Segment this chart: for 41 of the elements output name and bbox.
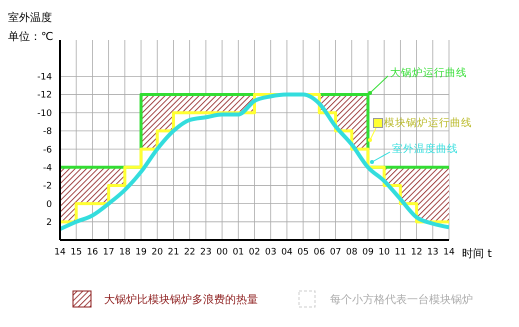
y-tick-label: -14 <box>37 72 52 83</box>
x-tick-label: 02 <box>248 247 260 258</box>
x-tick-label: 03 <box>264 247 276 258</box>
x-tick-label: 15 <box>70 247 82 258</box>
x-tick-label: 11 <box>394 247 406 258</box>
x-tick-label: 19 <box>135 247 148 258</box>
y-tick-label: 0 <box>46 200 52 210</box>
text: 大锅炉运行曲线 <box>390 66 467 80</box>
x-tick-label: 17 <box>102 247 114 258</box>
x-tick-label: 14 <box>443 247 455 258</box>
y-tick-label: -4 <box>43 163 52 174</box>
x-tick-label: 05 <box>297 247 309 258</box>
x-tick-label: 08 <box>346 247 358 258</box>
y-tick-label: -8 <box>43 127 52 138</box>
x-axis-title: 时间 t <box>462 246 492 261</box>
x-tick-label: 16 <box>86 247 98 258</box>
x-tick-label: 09 <box>362 247 374 258</box>
y-tick-label: -12 <box>37 90 52 101</box>
x-tick-label: 01 <box>232 247 244 258</box>
x-tick-label: 23 <box>200 247 212 258</box>
text: 大锅炉比模块锅炉多浪费的热量 <box>104 292 258 306</box>
x-tick-label: 12 <box>410 247 422 258</box>
x-tick-label: 21 <box>168 247 180 258</box>
legend-label: 模块锅炉运行曲线 <box>384 116 472 130</box>
x-tick-label: 00 <box>216 247 228 258</box>
x-tick-label: 10 <box>378 247 390 258</box>
y-tick-label: -2 <box>43 182 52 192</box>
text: 室外温度曲线 <box>392 142 458 156</box>
y-tick-label: -10 <box>37 108 52 119</box>
text: 每个小方格代表一台模块锅炉 <box>330 292 473 306</box>
y-axis-title: 室外温度单位：℃ <box>8 10 54 45</box>
x-tick-label: 13 <box>427 247 439 258</box>
x-tick-label: 14 <box>54 247 66 258</box>
y-tick-label: 2 <box>46 218 52 228</box>
x-tick-label: 18 <box>119 247 131 258</box>
x-tick-label: 20 <box>152 247 164 258</box>
y-tick-label: -6 <box>43 145 52 156</box>
x-tick-label: 06 <box>314 247 326 258</box>
x-tick-label: 04 <box>281 247 293 258</box>
x-tick-label: 07 <box>330 247 342 258</box>
x-tick-label: 22 <box>184 247 196 258</box>
